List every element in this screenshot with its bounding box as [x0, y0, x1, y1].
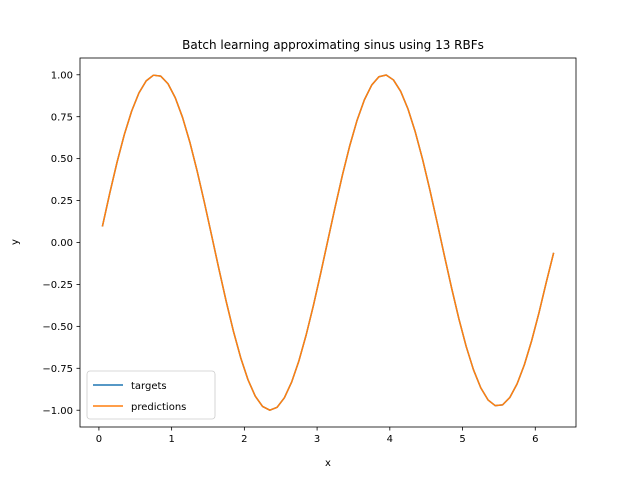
legend-box — [86, 370, 216, 420]
plot-frame — [79, 57, 577, 428]
plot-area: 0 1 2 3 4 5 6 −1.00 −0.75 −0.50 −0.25 0.00 0.25 0.50… — [42, 57, 577, 445]
y-tick-label: 0.75 — [51, 112, 73, 123]
x-tick-label: 6 — [532, 434, 538, 445]
x-tick-label: 4 — [387, 434, 393, 445]
legend-label-targets: targets — [131, 381, 167, 392]
x-axis-label: x — [325, 458, 331, 469]
y-tick-label: −0.50 — [42, 322, 73, 333]
x-tick-label: 0 — [96, 434, 102, 445]
x-ticks: 0 1 2 3 4 5 6 — [96, 427, 538, 445]
y-ticks: −1.00 −0.75 −0.50 −0.25 0.00 0.25 0.50 0.75 1.00 — [42, 70, 80, 417]
y-tick-label: −0.75 — [42, 364, 73, 375]
legend-label-predictions: predictions — [131, 402, 186, 413]
x-tick-label: 1 — [168, 434, 174, 445]
y-tick-label: 0.25 — [51, 196, 73, 207]
y-tick-label: 0.50 — [51, 154, 73, 165]
y-tick-label: −0.25 — [42, 280, 73, 291]
x-tick-label: 5 — [459, 434, 465, 445]
x-tick-label: 2 — [241, 434, 247, 445]
legend: targets predictions — [86, 370, 216, 420]
x-tick-label: 3 — [314, 434, 320, 445]
y-tick-label: −1.00 — [42, 406, 73, 417]
series-line-predictions — [101, 74, 555, 411]
y-tick-label: 1.00 — [51, 70, 73, 81]
series-lines — [101, 74, 555, 411]
y-axis-label: y — [10, 239, 21, 245]
chart-title: Batch learning approximating sinus using… — [182, 38, 484, 52]
y-tick-label: 0.00 — [51, 238, 73, 249]
